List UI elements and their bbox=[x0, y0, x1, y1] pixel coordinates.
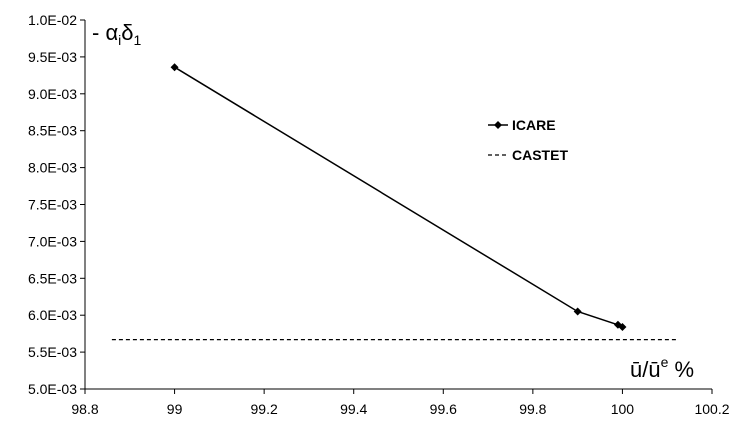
x-tick-label: 99 bbox=[167, 401, 183, 417]
y-ticks: 5.0E-03 5.5E-03 6.0E-03 6.5E-03 7.0E-03 7.5E-… bbox=[28, 12, 85, 397]
legend-entry-icare: ICARE bbox=[488, 117, 556, 133]
legend: ICARE CASTET bbox=[488, 117, 568, 163]
y-tick-label: 7.0E-03 bbox=[28, 233, 77, 249]
legend-label-icare: ICARE bbox=[512, 117, 556, 133]
x-tick-label: 99.2 bbox=[251, 401, 278, 417]
series-line-icare bbox=[174, 66, 623, 328]
x-axis-label: ū/ūe % bbox=[630, 354, 694, 382]
x-tick-label: 100 bbox=[611, 401, 635, 417]
y-tick-label: 6.5E-03 bbox=[28, 270, 77, 286]
x-ticks: 98.8 99 99.2 99.4 99.6 99.8 100 100.2 bbox=[71, 389, 730, 417]
x-tick-label: 98.8 bbox=[71, 401, 98, 417]
series-layer bbox=[111, 63, 677, 341]
legend-marker-icare bbox=[494, 121, 502, 129]
y-tick-label: 5.0E-03 bbox=[28, 381, 77, 397]
y-tick-label: 7.5E-03 bbox=[28, 197, 77, 213]
y-tick-label: 1.0E-02 bbox=[28, 12, 77, 28]
x-tick-label: 99.8 bbox=[519, 401, 546, 417]
y-tick-label: 8.0E-03 bbox=[28, 160, 77, 176]
x-tick-label: 99.6 bbox=[430, 401, 457, 417]
x-tick-label: 99.4 bbox=[340, 401, 367, 417]
y-tick-label: 8.5E-03 bbox=[28, 123, 77, 139]
axes bbox=[84, 20, 712, 390]
y-tick-label: 5.5E-03 bbox=[28, 344, 77, 360]
y-axis-label: - αiδ1 bbox=[92, 20, 142, 48]
x-tick-label: 100.2 bbox=[694, 401, 729, 417]
y-tick-label: 9.5E-03 bbox=[28, 49, 77, 65]
y-tick-label: 6.0E-03 bbox=[28, 307, 77, 323]
legend-entry-castet: CASTET bbox=[488, 147, 568, 163]
legend-label-castet: CASTET bbox=[512, 147, 568, 163]
y-tick-label: 9.0E-03 bbox=[28, 86, 77, 102]
data-point-icare bbox=[618, 323, 627, 332]
data-point-icare bbox=[573, 307, 582, 316]
data-point-icare bbox=[170, 63, 179, 72]
